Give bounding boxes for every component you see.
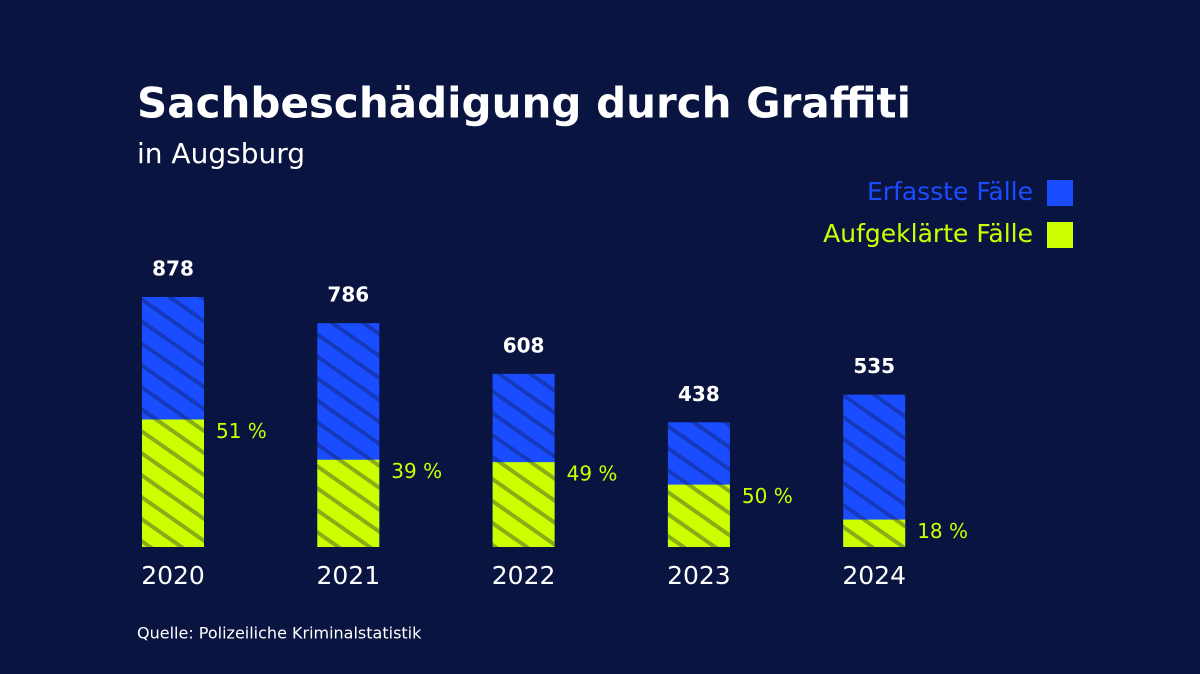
value-label: 786 xyxy=(327,283,369,307)
percent-label: 18 % xyxy=(917,519,968,543)
x-tick-label: 2021 xyxy=(316,561,380,590)
hatch xyxy=(142,296,204,547)
value-label: 608 xyxy=(503,333,545,357)
hatch xyxy=(492,373,555,547)
percent-label: 51 % xyxy=(216,419,267,443)
legend-swatch xyxy=(1047,180,1073,206)
hatch xyxy=(667,422,730,547)
percent-label: 50 % xyxy=(742,484,793,508)
source: Quelle: Polizeiliche Kriminalstatistik xyxy=(137,624,422,643)
percent-label: 39 % xyxy=(391,459,442,483)
hatch xyxy=(843,394,906,547)
x-tick-label: 2024 xyxy=(842,561,906,590)
legend-swatch xyxy=(1047,222,1073,248)
chart-title: Sachbeschädigung durch Graffiti xyxy=(137,79,911,128)
x-tick-label: 2023 xyxy=(667,561,731,590)
chart-subtitle: in Augsburg xyxy=(137,137,305,170)
hatch xyxy=(317,323,380,547)
x-tick-label: 2022 xyxy=(492,561,556,590)
percent-label: 49 % xyxy=(567,462,618,486)
value-label: 535 xyxy=(853,354,895,378)
legend-label: Erfasste Fälle xyxy=(867,177,1033,206)
value-label: 438 xyxy=(678,382,720,406)
value-label: 878 xyxy=(152,256,194,280)
x-tick-label: 2020 xyxy=(141,561,205,590)
legend-label: Aufgeklärte Fälle xyxy=(823,219,1033,248)
